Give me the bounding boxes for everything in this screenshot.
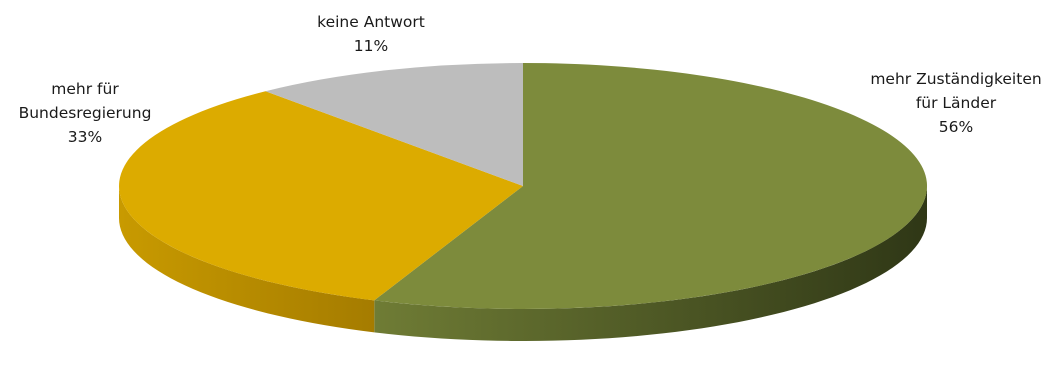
slice-category-label: keine Antwort [317,13,425,31]
slice-value-label: 33% [68,128,102,146]
slice-label-0: mehr Zuständigkeiten für Länder 56% [870,70,1041,136]
slice-category-label: Bundesregierung [19,104,152,122]
pie-slice-side-1-0 [119,186,375,333]
pie-slice-side-0-0 [374,186,927,341]
slice-value-label: 11% [354,37,388,55]
slice-label-2: keine Antwort 11% [317,13,425,55]
slice-category-label: für Länder [916,94,997,112]
slice-label-1: mehr für Bundesregierung 33% [19,80,152,146]
pie-slice-2 [265,63,523,186]
pie-labels-layer: mehr Zuständigkeiten für Länder 56% mehr fü… [19,13,1041,146]
pie-slice-0 [374,63,928,309]
pie-slice-1 [119,91,523,301]
slice-category-label: mehr für [51,80,119,98]
slice-category-label: mehr Zuständigkeiten [870,70,1041,88]
pie-side-layer [119,186,927,341]
slice-value-label: 56% [939,118,973,136]
pie-top-layer [119,63,928,309]
